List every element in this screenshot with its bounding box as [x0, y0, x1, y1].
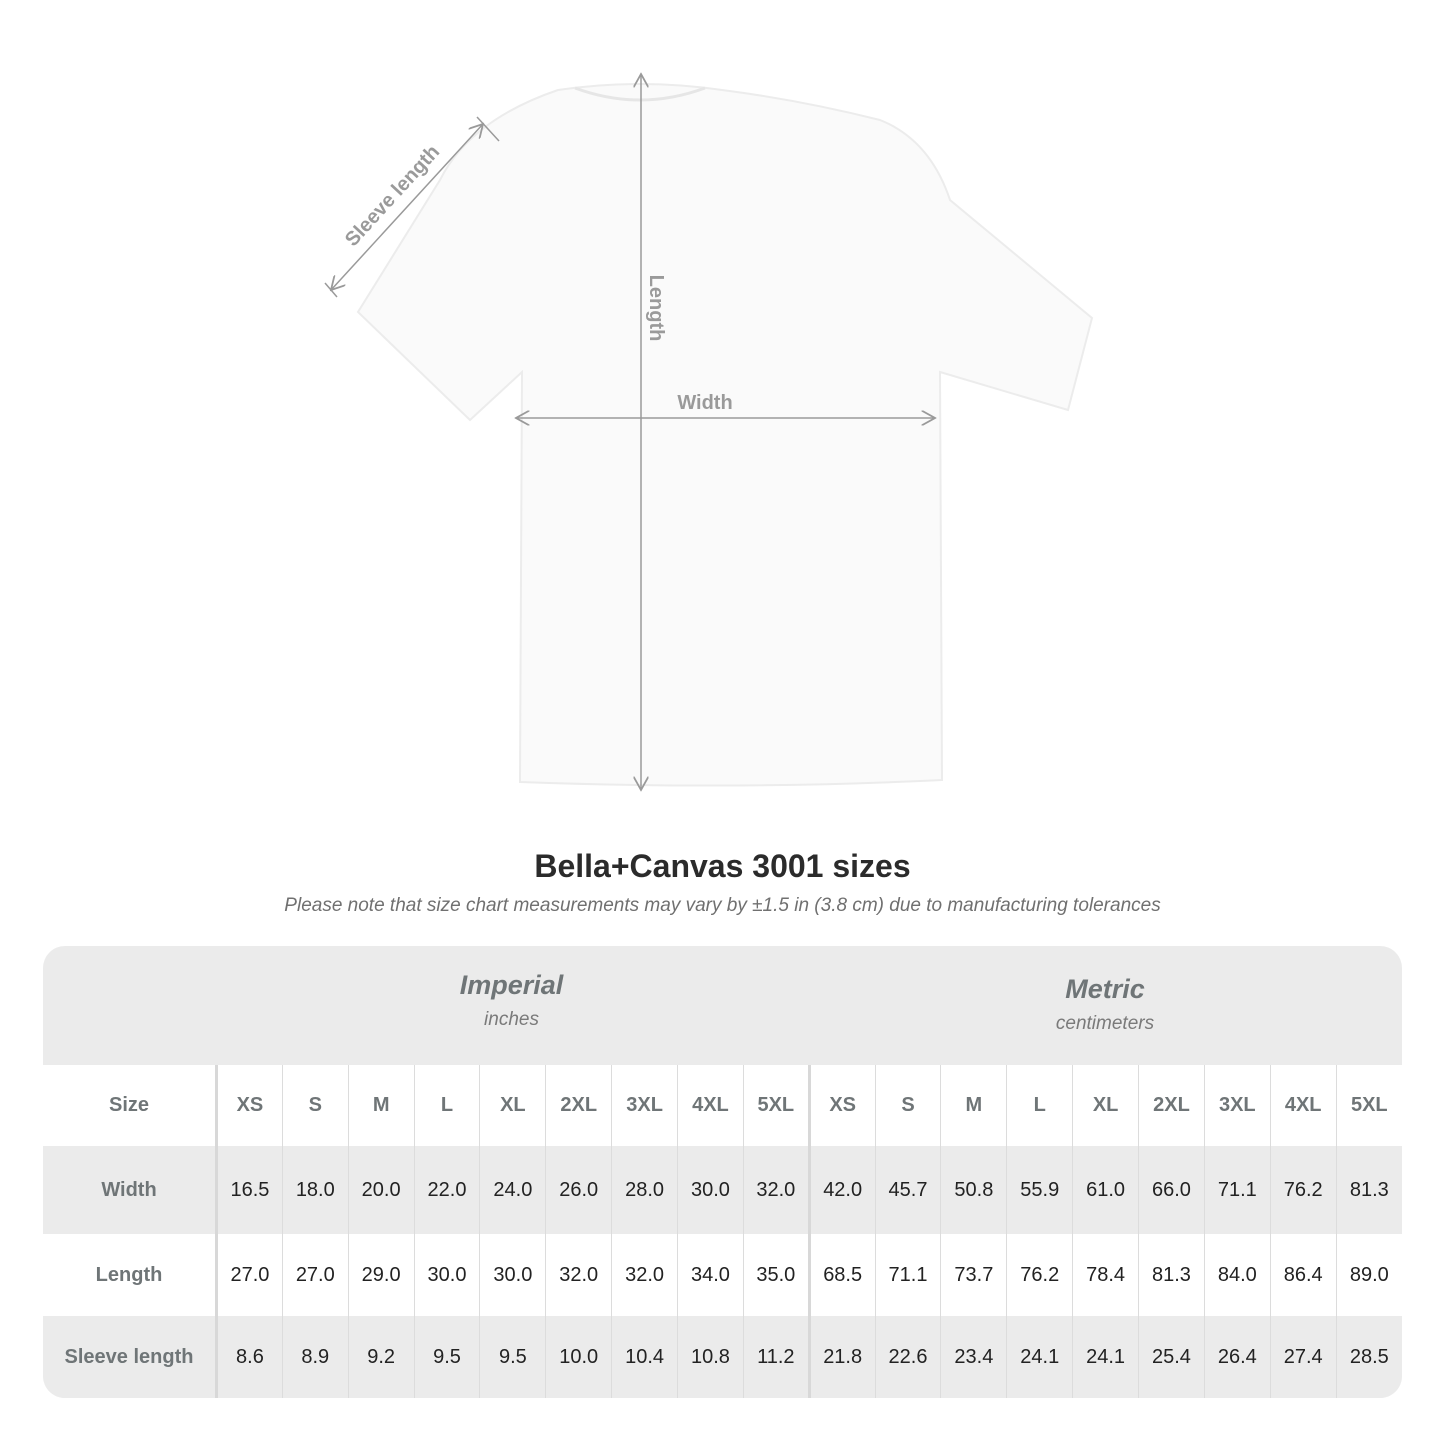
- metric-value: 23.4: [940, 1316, 1007, 1398]
- imperial-unit: inches: [484, 1009, 539, 1030]
- metric-value: 24.1: [1072, 1316, 1139, 1398]
- metric-size-2XL: 2XL: [1138, 1065, 1205, 1146]
- metric-size-XL: XL: [1072, 1065, 1139, 1146]
- metric-value: 66.0: [1138, 1146, 1205, 1234]
- imperial-header: Imperial inches: [215, 946, 808, 1064]
- metric-value: 28.5: [1335, 1316, 1402, 1398]
- metric-value: 24.1: [1006, 1316, 1073, 1398]
- imperial-value: 30.0: [479, 1234, 546, 1316]
- imperial-size-S: S: [281, 1065, 349, 1146]
- imperial-value: 9.5: [413, 1316, 480, 1398]
- imperial-value: 9.5: [479, 1316, 546, 1398]
- metric-value: 68.5: [807, 1234, 876, 1316]
- metric-size-L: L: [1006, 1065, 1073, 1146]
- imperial-value: 29.0: [347, 1234, 415, 1316]
- metric-size-XS: XS: [807, 1065, 876, 1146]
- metric-value: 25.4: [1138, 1316, 1205, 1398]
- imperial-value: 35.0: [742, 1234, 810, 1316]
- metric-value: 78.4: [1072, 1234, 1139, 1316]
- imperial-size-M: M: [347, 1065, 415, 1146]
- metric-value: 42.0: [807, 1146, 876, 1234]
- imperial-size-5XL: 5XL: [742, 1065, 810, 1146]
- metric-value: 26.4: [1203, 1316, 1271, 1398]
- metric-value: 76.2: [1006, 1234, 1073, 1316]
- chart-title: Bella+Canvas 3001 sizes: [534, 848, 911, 884]
- chart-subtitle: Please note that size chart measurements…: [284, 895, 1161, 916]
- imperial-value: 28.0: [611, 1146, 678, 1234]
- metric-size-3XL: 3XL: [1203, 1065, 1271, 1146]
- metric-size-4XL: 4XL: [1269, 1065, 1337, 1146]
- imperial-value: 16.5: [216, 1146, 283, 1234]
- imperial-size-3XL: 3XL: [611, 1065, 678, 1146]
- metric-title: Metric: [1065, 974, 1145, 1004]
- size-label: Size: [43, 1065, 218, 1146]
- metric-value: 89.0: [1335, 1234, 1402, 1316]
- imperial-value: 10.8: [677, 1316, 744, 1398]
- metric-size-M: M: [940, 1065, 1007, 1146]
- imperial-value: 32.0: [545, 1234, 612, 1316]
- metric-value: 81.3: [1138, 1234, 1205, 1316]
- imperial-size-2XL: 2XL: [545, 1065, 612, 1146]
- metric-value: 73.7: [940, 1234, 1007, 1316]
- row-label: Length: [43, 1234, 218, 1316]
- imperial-value: 26.0: [545, 1146, 612, 1234]
- imperial-value: 34.0: [677, 1234, 744, 1316]
- metric-value: 81.3: [1335, 1146, 1402, 1234]
- imperial-value: 27.0: [216, 1234, 283, 1316]
- metric-value: 55.9: [1006, 1146, 1073, 1234]
- metric-header: Metric centimeters: [808, 950, 1402, 1068]
- metric-value: 76.2: [1269, 1146, 1337, 1234]
- imperial-value: 8.6: [216, 1316, 283, 1398]
- metric-size-S: S: [874, 1065, 941, 1146]
- metric-value: 27.4: [1269, 1316, 1337, 1398]
- metric-size-5XL: 5XL: [1335, 1065, 1402, 1146]
- imperial-size-XS: XS: [216, 1065, 283, 1146]
- size-grid: Size XS S M L XL 2XL 3XL 4XL 5XL XS S M L XL 2XL 3XL 4XL 5…: [43, 1065, 1402, 1398]
- imperial-value: 24.0: [479, 1146, 546, 1234]
- metric-value: 84.0: [1203, 1234, 1271, 1316]
- imperial-size-L: L: [413, 1065, 480, 1146]
- imperial-value: 10.4: [611, 1316, 678, 1398]
- length-label: Length: [645, 275, 667, 342]
- table-row: Length 27.0 27.0 29.0 30.0 30.0 32.0 32.0 34.0 35…: [43, 1234, 1402, 1316]
- size-table: Imperial inches Metric centimeters Size X…: [43, 946, 1402, 1398]
- width-label: Width: [677, 392, 732, 414]
- imperial-value: 8.9: [281, 1316, 349, 1398]
- metric-value: 50.8: [940, 1146, 1007, 1234]
- imperial-value: 30.0: [677, 1146, 744, 1234]
- imperial-value: 27.0: [281, 1234, 349, 1316]
- row-label: Width: [43, 1146, 218, 1234]
- metric-value: 22.6: [874, 1316, 941, 1398]
- metric-value: 71.1: [1203, 1146, 1271, 1234]
- metric-value: 86.4: [1269, 1234, 1337, 1316]
- sleeve-arrow: [331, 124, 483, 290]
- table-row: Width 16.5 18.0 20.0 22.0 24.0 26.0 28.0 30.0 32.…: [43, 1146, 1402, 1234]
- imperial-value: 10.0: [545, 1316, 612, 1398]
- size-header-row: Size XS S M L XL 2XL 3XL 4XL 5XL XS S M L XL 2XL 3XL 4XL 5…: [43, 1065, 1402, 1146]
- tshirt-shape: [356, 83, 1094, 787]
- imperial-value: 20.0: [347, 1146, 415, 1234]
- imperial-value: 32.0: [611, 1234, 678, 1316]
- imperial-value: 11.2: [742, 1316, 810, 1398]
- metric-value: 61.0: [1072, 1146, 1139, 1234]
- row-label: Sleeve length: [43, 1316, 218, 1398]
- imperial-size-XL: XL: [479, 1065, 546, 1146]
- imperial-value: 9.2: [347, 1316, 415, 1398]
- imperial-value: 32.0: [742, 1146, 810, 1234]
- imperial-size-4XL: 4XL: [677, 1065, 744, 1146]
- table-row: Sleeve length 8.6 8.9 9.2 9.5 9.5 10.0 10.4 10.8…: [43, 1316, 1402, 1398]
- tshirt-diagram: Width Length Sleeve length: [324, 0, 1094, 820]
- imperial-value: 18.0: [281, 1146, 349, 1234]
- metric-value: 71.1: [874, 1234, 941, 1316]
- metric-unit: centimeters: [1055, 1013, 1155, 1034]
- imperial-value: 22.0: [413, 1146, 480, 1234]
- metric-value: 45.7: [874, 1146, 941, 1234]
- imperial-title: Imperial: [459, 970, 564, 1000]
- imperial-value: 30.0: [413, 1234, 480, 1316]
- metric-value: 21.8: [807, 1316, 876, 1398]
